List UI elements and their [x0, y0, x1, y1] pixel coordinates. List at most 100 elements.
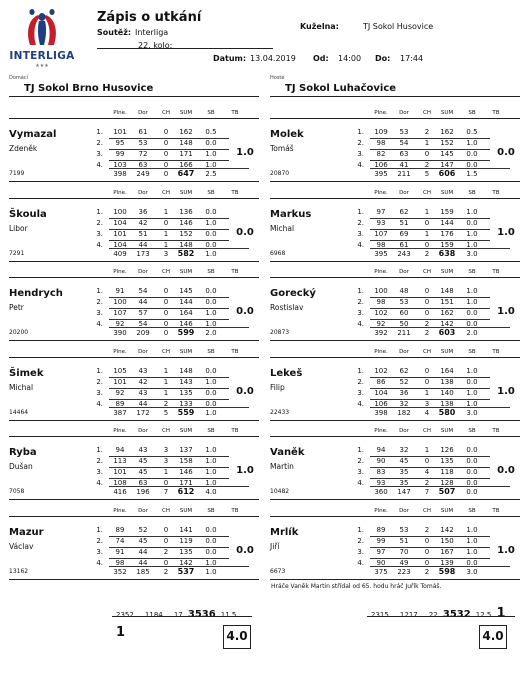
- score-cell: 1.0: [466, 298, 478, 306]
- column-header: SB: [468, 348, 476, 355]
- row-rule: [109, 478, 229, 479]
- total-cell: 0: [163, 170, 169, 178]
- player-block-top-rule: [270, 277, 520, 278]
- score-cell: 92: [376, 320, 386, 328]
- total-cell: 2: [424, 329, 430, 337]
- home-player-id: 14464: [9, 408, 29, 416]
- round-number: 2.: [96, 298, 103, 306]
- row-rule: [370, 535, 490, 537]
- score-cell: 72: [138, 150, 148, 158]
- away-total-dor: 1217: [399, 611, 418, 619]
- score-cell: 0.0: [205, 298, 217, 306]
- player-block-top-rule: [9, 118, 259, 119]
- score-cell: 1: [163, 377, 169, 386]
- total-rule: [370, 327, 510, 328]
- score-cell: 45: [399, 457, 409, 465]
- score-cell: 146: [179, 218, 193, 227]
- score-cell: 90: [376, 558, 386, 567]
- column-header: SUM: [440, 507, 454, 514]
- score-cell: 101: [113, 468, 127, 476]
- score-cell: 0: [424, 366, 430, 375]
- score-cell: 100: [113, 298, 127, 306]
- score-cell: 106: [374, 161, 388, 169]
- score-cell: 1.0: [466, 388, 478, 397]
- round-number: 4.: [96, 479, 103, 487]
- round-number: 2.: [96, 218, 103, 227]
- score-cell: 53: [138, 139, 148, 147]
- row-rule: [370, 319, 490, 320]
- score-cell: 0.0: [466, 320, 478, 328]
- score-cell: 32: [399, 399, 409, 408]
- away-player-id: 10482: [270, 488, 290, 495]
- score-cell: 43: [138, 446, 148, 454]
- row-rule: [370, 467, 490, 468]
- player-block-bottom-rule: [270, 499, 520, 500]
- row-rule: [370, 557, 490, 559]
- score-cell: 1: [424, 229, 430, 238]
- away-player-last-name: Markus: [270, 208, 312, 220]
- away-player-last-name: Mrlík: [270, 526, 299, 538]
- score-cell: 158: [179, 457, 193, 465]
- home-player-points: 0.0: [236, 306, 254, 317]
- column-header: SB: [468, 110, 476, 116]
- away-player-points: 1.0: [497, 306, 515, 317]
- away-player-last-name: Gorecký: [270, 288, 316, 299]
- row-rule: [370, 478, 490, 479]
- score-cell: 162: [440, 309, 454, 317]
- score-cell: 89: [115, 525, 125, 534]
- score-cell: 147: [440, 161, 454, 169]
- column-header: CH: [162, 110, 170, 116]
- column-header: Plne.: [113, 110, 127, 116]
- score-cell: 69: [399, 229, 409, 238]
- logo-text: INTERLIGA: [9, 50, 75, 62]
- total-cell: 3.0: [466, 567, 478, 576]
- round-number: 4.: [357, 479, 364, 487]
- score-cell: 0.0: [205, 388, 217, 397]
- total-cell: 606: [438, 169, 456, 178]
- score-cell: 51: [399, 536, 409, 545]
- substitution-note: Hráče Vaněk Martin střídal od 65. hodu h…: [271, 583, 442, 590]
- total-rule: [370, 486, 510, 487]
- score-cell: 164: [179, 309, 193, 317]
- score-cell: 0: [424, 558, 430, 567]
- total-cell: 582: [177, 248, 195, 258]
- score-cell: 0: [163, 139, 169, 147]
- score-cell: 1.0: [466, 525, 478, 534]
- do-value: 17:44: [400, 54, 424, 63]
- score-cell: 44: [138, 298, 148, 306]
- total-cell: 182: [397, 408, 411, 417]
- score-cell: 146: [179, 320, 193, 328]
- total-cell: 185: [136, 567, 150, 576]
- score-cell: 138: [440, 399, 454, 408]
- score-cell: 2: [424, 161, 430, 169]
- score-cell: 43: [138, 388, 148, 397]
- player-block-top-rule: [9, 197, 259, 199]
- away-player-block: Plne. Dor CH SUM SB TB Molek Tomáš 20870 1. 109 53 2…: [270, 110, 520, 182]
- score-cell: 139: [440, 558, 454, 567]
- away-player-id: 20873: [270, 329, 290, 336]
- score-cell: 51: [138, 229, 148, 238]
- player-block-top-rule: [9, 356, 259, 358]
- column-header: CH: [423, 110, 431, 116]
- score-cell: 1: [424, 388, 430, 397]
- column-header: Plne.: [113, 428, 127, 434]
- score-cell: 176: [440, 229, 454, 238]
- score-cell: 140: [440, 388, 454, 397]
- score-cell: 97: [376, 547, 386, 556]
- score-cell: 94: [376, 446, 386, 454]
- away-player-block: Plne. Dor CH SUM SB TB Markus Michal 6968 1. 97 62 1…: [270, 190, 520, 262]
- column-header: SUM: [179, 110, 193, 116]
- total-cell: 603: [438, 328, 456, 337]
- score-cell: 98: [376, 139, 386, 147]
- score-cell: 1.0: [466, 547, 478, 556]
- score-cell: 89: [376, 525, 386, 534]
- score-cell: 0: [163, 309, 169, 317]
- round-number: 2.: [357, 218, 364, 227]
- round-number: 3.: [96, 547, 103, 556]
- score-cell: 45: [138, 468, 148, 476]
- total-cell: 1.0: [205, 249, 217, 258]
- score-cell: 61: [138, 128, 148, 136]
- score-cell: 1: [163, 468, 169, 476]
- row-rule: [109, 239, 229, 241]
- score-cell: 135: [179, 547, 193, 556]
